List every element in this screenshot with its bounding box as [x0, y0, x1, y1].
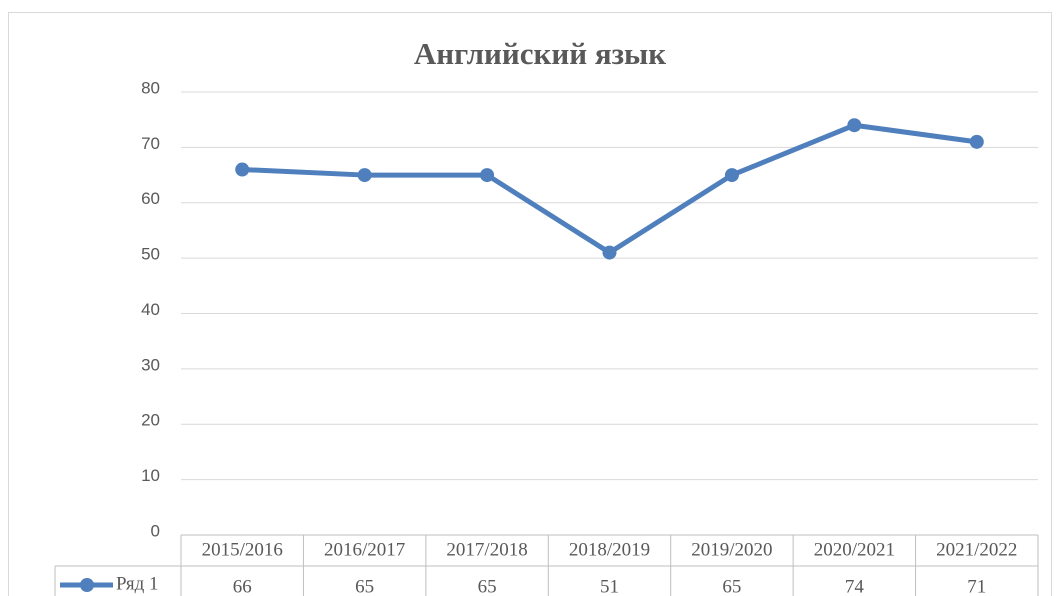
y-tick-label: 30 [141, 355, 160, 374]
table-value: 71 [967, 576, 986, 596]
y-tick-label: 20 [141, 411, 160, 430]
legend-marker [80, 578, 94, 592]
y-tick-label: 70 [141, 134, 160, 153]
y-tick-label: 80 [141, 78, 160, 97]
x-tick-label: 2017/2018 [446, 539, 527, 560]
point [480, 168, 495, 183]
table-value: 66 [233, 576, 252, 596]
table-value: 51 [600, 576, 619, 596]
table-value: 65 [722, 576, 741, 596]
table-value: 65 [355, 576, 374, 596]
legend-label: Ряд 1 [116, 573, 159, 594]
chart-border [8, 12, 1052, 596]
x-tick-label: 2018/2019 [569, 539, 650, 560]
y-tick-label: 10 [141, 466, 160, 485]
y-tick-label: 50 [141, 245, 160, 264]
table-value: 74 [845, 576, 865, 596]
y-tick-label: 60 [141, 189, 160, 208]
point [969, 134, 984, 149]
x-tick-label: 2019/2020 [691, 539, 772, 560]
point [602, 245, 617, 260]
chart-title: Английский язык [414, 36, 666, 71]
y-tick-label: 0 [151, 521, 160, 540]
x-tick-label: 2021/2022 [936, 539, 1017, 560]
y-tick-label: 40 [141, 300, 160, 319]
x-tick-label: 2020/2021 [814, 539, 895, 560]
point [724, 168, 739, 183]
x-tick-label: 2016/2017 [324, 539, 405, 560]
table-value: 65 [478, 576, 497, 596]
point [357, 168, 372, 183]
x-tick-label: 2015/2016 [202, 539, 283, 560]
point [235, 162, 250, 177]
point [847, 118, 862, 133]
